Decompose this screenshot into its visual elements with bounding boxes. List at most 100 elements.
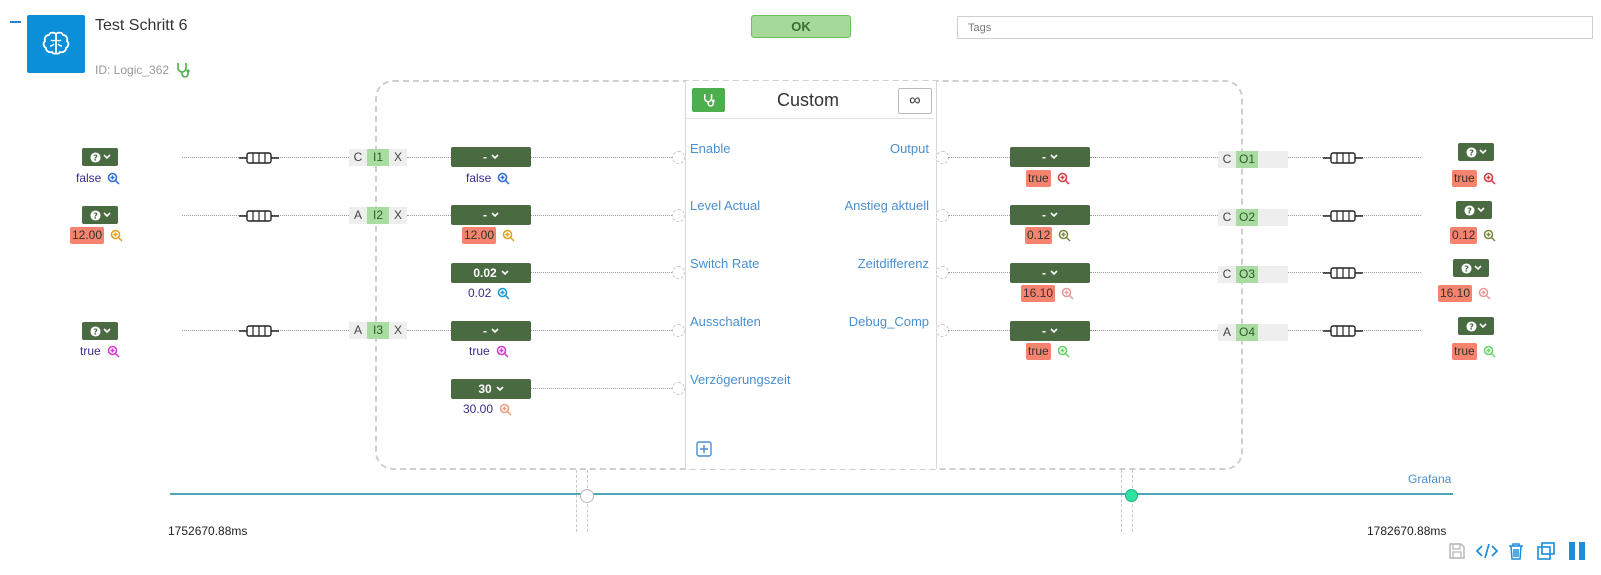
connector-tail — [1258, 324, 1288, 341]
timeline-start-time: 1752670.88ms — [168, 524, 248, 538]
output-pin-label: Debug_Comp — [848, 314, 929, 329]
fuse-icon[interactable] — [239, 324, 279, 342]
zoom-icon[interactable] — [502, 229, 515, 242]
collapse-toggle[interactable] — [10, 21, 21, 23]
add-input-button[interactable] — [696, 441, 712, 462]
zoom-icon[interactable] — [1483, 172, 1496, 185]
output-connector[interactable]: A O4 — [1218, 324, 1288, 341]
tags-input[interactable]: Tags — [957, 16, 1593, 39]
input-value-dropdown[interactable]: - — [451, 147, 531, 167]
svg-text:?: ? — [93, 152, 98, 162]
source-value: true — [80, 343, 120, 360]
connector-remove[interactable]: X — [389, 149, 407, 166]
wire — [531, 330, 672, 331]
input-value: 30.00 — [463, 401, 512, 418]
output-value: true — [1026, 343, 1070, 360]
input-pin-dot[interactable] — [672, 151, 685, 164]
fuse-icon[interactable] — [1323, 266, 1363, 284]
zoom-icon[interactable] — [1483, 229, 1496, 242]
output-pin-label: Zeitdifferenz — [857, 256, 929, 271]
zoom-icon[interactable] — [1061, 287, 1074, 300]
connector-type: C — [349, 149, 367, 166]
wire — [531, 272, 672, 273]
input-connector[interactable]: C I1 X — [349, 149, 407, 166]
zoom-icon[interactable] — [107, 345, 120, 358]
zoom-icon[interactable] — [1483, 345, 1496, 358]
wire — [948, 272, 1010, 273]
timeline-start-handle[interactable] — [580, 489, 594, 503]
target-type-dropdown[interactable]: ? — [1458, 317, 1494, 335]
input-pin-dot[interactable] — [672, 209, 685, 222]
input-pin-dot[interactable] — [672, 266, 685, 279]
source-type-dropdown[interactable]: ? — [82, 206, 118, 224]
fuse-icon[interactable] — [1323, 151, 1363, 169]
zoom-icon[interactable] — [497, 287, 510, 300]
target-value: 16.10 — [1438, 285, 1491, 302]
dropdown-value: - — [1042, 150, 1046, 164]
timeline-current-handle[interactable] — [1125, 489, 1138, 502]
input-value-dropdown[interactable]: - — [451, 321, 531, 341]
source-type-dropdown[interactable]: ? — [82, 148, 118, 166]
input-connector[interactable]: A I2 X — [349, 207, 407, 224]
question-circle-icon: ? — [1463, 205, 1475, 216]
wire — [1090, 272, 1218, 273]
timeline-marker-guide — [1121, 470, 1122, 532]
trash-icon[interactable] — [1507, 542, 1525, 565]
fuse-icon[interactable] — [1323, 209, 1363, 227]
zoom-icon[interactable] — [110, 229, 123, 242]
stethoscope-icon[interactable] — [176, 62, 190, 83]
input-pin-dot[interactable] — [672, 324, 685, 337]
ok-status-button[interactable]: OK — [751, 15, 851, 38]
zoom-icon[interactable] — [497, 172, 510, 185]
input-pin-dot[interactable] — [672, 382, 685, 395]
source-value-text: false — [76, 171, 102, 185]
zoom-icon[interactable] — [1057, 172, 1070, 185]
input-value-text: false — [466, 171, 492, 185]
output-value-text: 0.12 — [1025, 227, 1053, 244]
save-icon[interactable] — [1448, 542, 1466, 565]
svg-text:?: ? — [1469, 147, 1474, 157]
fuse-icon[interactable] — [239, 209, 279, 227]
pause-icon[interactable] — [1568, 541, 1586, 566]
connector-remove[interactable]: X — [389, 322, 407, 339]
output-value: 0.12 — [1025, 227, 1071, 244]
target-value-text: 0.12 — [1450, 227, 1478, 244]
input-value-dropdown[interactable]: - — [451, 205, 531, 225]
debug-stethoscope-button[interactable] — [692, 88, 725, 112]
output-value-dropdown[interactable]: - — [1010, 321, 1090, 341]
dropdown-value: - — [1042, 324, 1046, 338]
zoom-icon[interactable] — [1057, 345, 1070, 358]
output-value-dropdown[interactable]: - — [1010, 263, 1090, 283]
input-connector[interactable]: A I3 X — [349, 322, 407, 339]
grafana-link[interactable]: Grafana — [1408, 472, 1452, 486]
target-type-dropdown[interactable]: ? — [1458, 143, 1494, 161]
connector-remove[interactable]: X — [389, 207, 407, 224]
output-value-dropdown[interactable]: - — [1010, 147, 1090, 167]
zoom-icon[interactable] — [107, 172, 120, 185]
output-value: 16.10 — [1021, 285, 1074, 302]
copy-icon[interactable] — [1536, 542, 1556, 565]
dropdown-value: - — [483, 150, 487, 164]
fuse-icon[interactable] — [239, 151, 279, 169]
timeline-track[interactable] — [170, 493, 1453, 495]
input-value: true — [469, 343, 509, 360]
fuse-icon[interactable] — [1323, 324, 1363, 342]
target-type-dropdown[interactable]: ? — [1453, 259, 1489, 277]
zoom-icon[interactable] — [499, 403, 512, 416]
zoom-icon[interactable] — [1058, 229, 1071, 242]
chevron-down-icon — [491, 328, 499, 334]
input-value-dropdown[interactable]: 0.02 — [451, 263, 531, 283]
output-connector[interactable]: C O2 — [1218, 209, 1288, 226]
zoom-icon[interactable] — [496, 345, 509, 358]
output-connector[interactable]: C O1 — [1218, 151, 1288, 168]
target-type-dropdown[interactable]: ? — [1456, 201, 1492, 219]
input-value-dropdown[interactable]: 30 — [451, 379, 531, 399]
zoom-icon[interactable] — [1478, 287, 1491, 300]
output-pin-label: Output — [889, 141, 929, 156]
output-value-dropdown[interactable]: - — [1010, 205, 1090, 225]
block-title: Test Schritt 6 — [95, 17, 188, 34]
code-icon[interactable] — [1475, 542, 1499, 565]
source-type-dropdown[interactable]: ? — [82, 322, 118, 340]
output-connector[interactable]: C O3 — [1218, 266, 1288, 283]
infinity-button[interactable]: ∞ — [898, 88, 932, 114]
